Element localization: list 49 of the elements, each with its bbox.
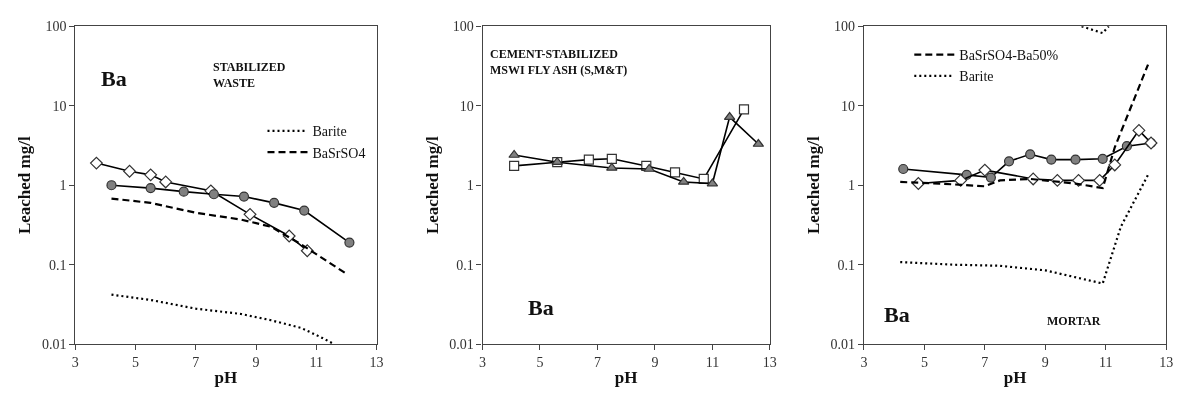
y-tick-label: 100 xyxy=(834,19,856,35)
x-tick-label: 11 xyxy=(309,355,324,371)
y-tick-label: 0.1 xyxy=(456,257,474,273)
y-tick-label: 1 xyxy=(59,178,67,194)
legend-label: BaSrSO4-Ba50% xyxy=(959,48,1059,64)
y-tick-label: 0.01 xyxy=(449,337,474,353)
x-tick-label: 13 xyxy=(1159,355,1174,371)
legend-label: Barite xyxy=(312,124,347,140)
y-axis-title: Leached mg/l xyxy=(15,136,35,235)
x-axis-title: pH xyxy=(1003,368,1027,388)
x-tick-label: 9 xyxy=(1041,355,1049,371)
legend-label: BaSrSO4 xyxy=(312,145,366,161)
y-tick-label: 1 xyxy=(848,178,856,194)
y-tick-label: 0.1 xyxy=(837,257,856,273)
x-tick-label: 3 xyxy=(479,355,487,371)
x-tick-label: 9 xyxy=(651,355,659,371)
x-tick-label: 11 xyxy=(1098,355,1113,371)
y-tick-label: 0.01 xyxy=(41,337,67,353)
annotation: Ba xyxy=(884,302,910,327)
x-tick-label: 3 xyxy=(71,355,79,371)
y-axis-title: Leached mg/l xyxy=(422,136,442,235)
x-tick-label: 13 xyxy=(369,355,384,371)
x-tick-label: 5 xyxy=(920,355,928,371)
y-tick-label: 10 xyxy=(459,98,474,114)
x-tick-label: 5 xyxy=(536,355,544,371)
annotation: Ba xyxy=(528,295,554,320)
x-tick-label: 7 xyxy=(981,355,989,371)
y-tick-label: 0.01 xyxy=(830,337,856,353)
x-tick-label: 9 xyxy=(252,355,260,371)
x-axis-title: pH xyxy=(614,368,638,388)
annotation: CEMENT-STABILIZED MSWI FLY ASH (S,M&T) xyxy=(490,47,628,77)
annotation: MORTAR xyxy=(1047,314,1101,328)
x-tick-label: 11 xyxy=(705,355,720,371)
x-tick-label: 7 xyxy=(192,355,200,371)
x-tick-label: 7 xyxy=(593,355,601,371)
x-axis-title: pH xyxy=(214,368,238,388)
y-tick-label: 0.1 xyxy=(48,257,67,273)
x-tick-label: 13 xyxy=(762,355,777,371)
y-tick-label: 100 xyxy=(452,19,474,35)
annotation: STABILIZED WASTE xyxy=(213,60,286,90)
y-tick-label: 1 xyxy=(466,178,474,194)
y-tick-label: 10 xyxy=(841,98,856,114)
annotation: Ba xyxy=(101,66,127,91)
x-tick-label: 5 xyxy=(132,355,140,371)
y-tick-label: 100 xyxy=(45,19,67,35)
y-axis-title: Leached mg/l xyxy=(804,136,824,235)
legend-label: Barite xyxy=(959,69,994,85)
x-tick-label: 3 xyxy=(860,355,868,371)
y-tick-label: 10 xyxy=(52,98,67,114)
